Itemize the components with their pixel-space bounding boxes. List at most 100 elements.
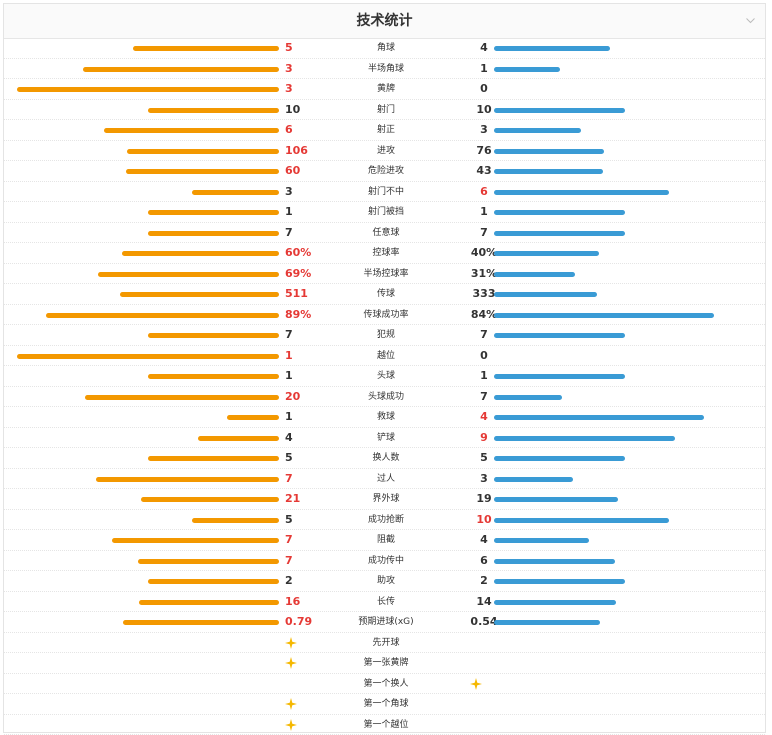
stat-row: 511 传球 333 (4, 284, 765, 305)
stat-row: 3 半场角球 1 (4, 59, 765, 79)
home-stat-bar (148, 579, 279, 584)
stat-row: 69% 半场控球率 31% (4, 264, 765, 284)
away-stat-value: 0 (480, 82, 488, 95)
stat-row: 3 黄牌 0 (4, 79, 765, 100)
away-stat-value: 31% (470, 266, 498, 280)
event-row: 第一张黄牌 (4, 653, 765, 674)
stat-row: 60 危险进攻 43 (4, 161, 765, 182)
home-stat-value: 3 (285, 82, 293, 95)
away-stat-bar (494, 128, 582, 133)
event-row: 先开球 (4, 633, 765, 653)
home-stat-bar (120, 292, 279, 297)
away-stat-bar (494, 169, 604, 174)
away-stat-value: 7 (480, 389, 488, 403)
away-stat-value: 76 (476, 143, 492, 157)
star-icon (285, 698, 297, 710)
stat-label: 进攻 (376, 145, 395, 156)
home-stat-value: 60 (285, 164, 301, 177)
panel-title: 技术统计 (356, 13, 413, 29)
stat-row: 60% 控球率 40% (4, 243, 765, 264)
away-stat-value: 7 (480, 225, 488, 239)
home-stat-bar (45, 312, 279, 318)
tech-stats-panel: 技术统计 5 角球 4 3 半场角球 1 3 黄牌 0 10 射门 10 6 射正 3 106 进攻 76 60 危险… (3, 3, 766, 735)
home-stat-value: 89% (285, 307, 312, 321)
stat-row: 2 助攻 2 (4, 571, 765, 592)
away-stat-bar (494, 435, 676, 441)
stat-label: 传球成功率 (363, 309, 409, 320)
stat-row: 5 成功抢断 10 (4, 510, 765, 530)
chevron-down-icon[interactable] (746, 16, 755, 25)
home-stat-value: 5 (285, 451, 293, 464)
stat-label: 危险进攻 (367, 166, 404, 176)
away-stat-bar (494, 333, 625, 338)
stat-row: 1 越位 0 (4, 346, 765, 366)
home-stat-bar (112, 538, 279, 543)
away-stat-value: 19 (476, 492, 492, 505)
home-stat-value: 16 (285, 594, 301, 608)
home-stat-value: 1 (285, 348, 293, 362)
home-stat-bar (148, 107, 279, 113)
away-stat-bar (494, 107, 625, 113)
stat-row: 7 过人 3 (4, 469, 765, 489)
stat-label: 射正 (376, 125, 395, 135)
stat-row: 6 射正 3 (4, 120, 765, 141)
away-stat-bar (494, 538, 590, 543)
away-stat-bar (494, 189, 669, 195)
home-stat-bar (148, 333, 279, 338)
home-stat-bar (126, 169, 279, 174)
stat-label: 救球 (376, 412, 395, 422)
stat-label: 半场控球率 (363, 268, 409, 279)
home-stat-bar (123, 620, 279, 625)
home-stat-bar (98, 271, 279, 277)
stat-label: 过人 (376, 473, 395, 484)
away-stat-value: 7 (480, 328, 488, 341)
home-stat-value: 2 (285, 574, 293, 587)
home-stat-bar (198, 435, 279, 441)
away-stat-value: 84% (470, 307, 498, 321)
stat-label: 阻截 (376, 535, 395, 545)
home-stat-value: 20 (285, 389, 301, 403)
away-stat-bar (494, 497, 619, 502)
home-stat-value: 1 (285, 369, 293, 382)
home-stat-value: 5 (285, 512, 293, 526)
stat-label: 射门 (376, 104, 395, 115)
home-stat-bar (95, 476, 279, 482)
home-stat-bar (17, 87, 279, 92)
home-stat-value: 106 (285, 143, 308, 157)
home-stat-value: 5 (285, 41, 293, 54)
away-stat-bar (494, 251, 599, 256)
away-stat-value: 10 (476, 512, 492, 526)
star-icon (285, 636, 297, 649)
home-stat-bar (148, 374, 279, 379)
stat-row: 89% 传球成功率 84% (4, 305, 765, 325)
away-stat-bar (494, 46, 611, 51)
away-stat-value: 0 (480, 348, 488, 362)
home-stat-bar (148, 456, 279, 461)
stat-label: 射门被挡 (367, 207, 404, 217)
event-row: 第一个角球 (4, 694, 765, 715)
home-stat-bar (138, 558, 279, 564)
away-stat-value: 9 (480, 430, 488, 444)
away-stat-bar (494, 230, 625, 236)
away-stat-bar (494, 312, 715, 318)
stat-row: 1 救球 4 (4, 407, 765, 428)
home-stat-value: 21 (285, 492, 301, 505)
away-stat-value: 4 (480, 410, 488, 423)
stat-row: 20 头球成功 7 (4, 387, 765, 407)
stat-row: 10 射门 10 (4, 100, 765, 120)
stat-row: 0.79 预期进球(xG) 0.54 (4, 612, 765, 633)
home-stat-value: 1 (285, 205, 293, 218)
stat-label: 控球率 (372, 248, 400, 258)
home-stat-bar (191, 189, 279, 195)
stat-label: 角球 (376, 43, 395, 53)
home-stat-bar (226, 415, 279, 420)
stat-label: 头球 (376, 371, 395, 381)
away-stat-bar (494, 579, 625, 584)
stat-label: 铲球 (376, 432, 395, 443)
away-stat-value: 10 (476, 102, 492, 116)
stat-row: 3 射门不中 6 (4, 182, 765, 202)
stat-label: 越位 (376, 350, 395, 361)
event-label: 第一张黄牌 (363, 658, 409, 668)
home-stat-value: 3 (285, 184, 293, 198)
home-stat-value: 69% (285, 266, 312, 280)
